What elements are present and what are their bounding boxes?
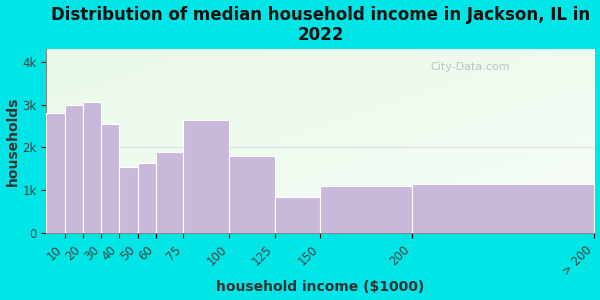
- Y-axis label: households: households: [5, 96, 20, 186]
- Text: City-Data.com: City-Data.com: [430, 61, 509, 72]
- Bar: [229, 156, 275, 233]
- Bar: [412, 184, 595, 233]
- X-axis label: household income ($1000): household income ($1000): [217, 280, 425, 294]
- Bar: [320, 186, 412, 233]
- Bar: [83, 102, 101, 233]
- Bar: [138, 163, 156, 233]
- Bar: [184, 120, 229, 233]
- Bar: [156, 152, 184, 233]
- Bar: [65, 104, 83, 233]
- Title: Distribution of median household income in Jackson, IL in
2022: Distribution of median household income …: [51, 6, 590, 44]
- Bar: [101, 124, 119, 233]
- Bar: [275, 197, 320, 233]
- Bar: [46, 113, 65, 233]
- Bar: [119, 167, 138, 233]
